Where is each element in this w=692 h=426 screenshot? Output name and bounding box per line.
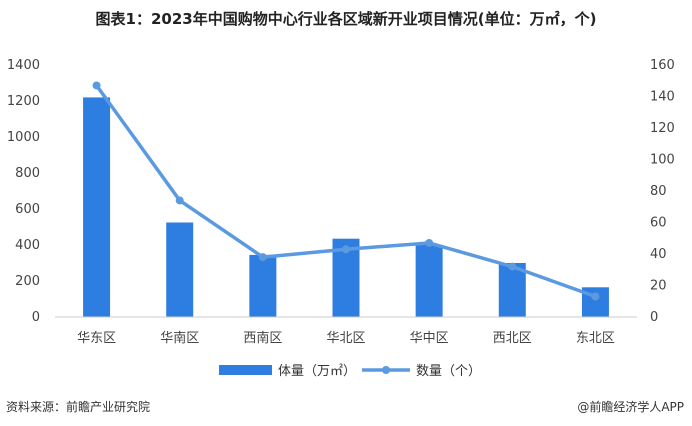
category-label: 华北区 — [326, 331, 365, 346]
legend-line-label: 数量（个） — [416, 364, 481, 379]
bar — [249, 254, 277, 317]
left-tick-label: 400 — [15, 238, 40, 253]
x-axis: 华东区 华南区 西南区 华北区 华中区 西北区 东北区 — [55, 316, 637, 346]
right-tick-label: 140 — [650, 90, 675, 105]
bar — [166, 222, 194, 317]
line-point — [92, 81, 101, 90]
line-point — [425, 238, 434, 247]
left-tick-label: 600 — [15, 202, 40, 217]
left-tick-label: 1000 — [7, 130, 40, 145]
left-tick-label: 0 — [32, 310, 40, 325]
chart-title: 图表1：2023年中国购物中心行业各区域新开业项目情况(单位：万㎡，个) — [95, 10, 597, 28]
left-tick-label: 1200 — [7, 94, 40, 109]
left-y-axis: 0 200 400 600 800 1000 1200 1400 — [7, 58, 40, 325]
left-tick-label: 200 — [15, 274, 40, 289]
line-point — [175, 196, 184, 205]
line-series — [92, 81, 600, 301]
line-point — [508, 262, 517, 271]
legend-bar-swatch — [219, 365, 272, 375]
line-point — [258, 253, 267, 262]
line-point — [591, 292, 600, 301]
legend: 体量（万㎡） 数量（个） — [219, 364, 481, 379]
category-label: 西南区 — [243, 330, 282, 346]
legend-bar-label: 体量（万㎡） — [278, 364, 356, 379]
legend-line-marker — [382, 366, 390, 374]
brand-credit: @前瞻经济学人APP — [577, 400, 684, 414]
right-tick-label: 40 — [650, 247, 667, 262]
category-label: 东北区 — [576, 331, 615, 346]
right-tick-label: 120 — [650, 121, 675, 136]
right-tick-label: 160 — [650, 58, 675, 73]
line-point — [342, 245, 350, 254]
left-tick-label: 1400 — [7, 58, 40, 73]
right-tick-label: 0 — [650, 310, 658, 325]
category-label: 华东区 — [77, 331, 116, 346]
right-tick-label: 60 — [650, 216, 667, 231]
right-y-axis: 0 20 40 60 80 100 120 140 160 — [650, 58, 675, 325]
category-label: 华南区 — [160, 330, 199, 346]
left-tick-label: 800 — [15, 166, 40, 181]
right-tick-label: 80 — [650, 184, 667, 199]
source-note: 资料来源：前瞻产业研究院 — [6, 400, 151, 414]
category-label: 西北区 — [493, 331, 532, 346]
bar — [83, 97, 111, 318]
bar — [498, 263, 526, 317]
category-label: 华中区 — [410, 331, 449, 346]
bar — [415, 245, 443, 317]
bar-series — [83, 97, 609, 318]
right-tick-label: 20 — [650, 279, 667, 294]
right-tick-label: 100 — [650, 153, 675, 168]
